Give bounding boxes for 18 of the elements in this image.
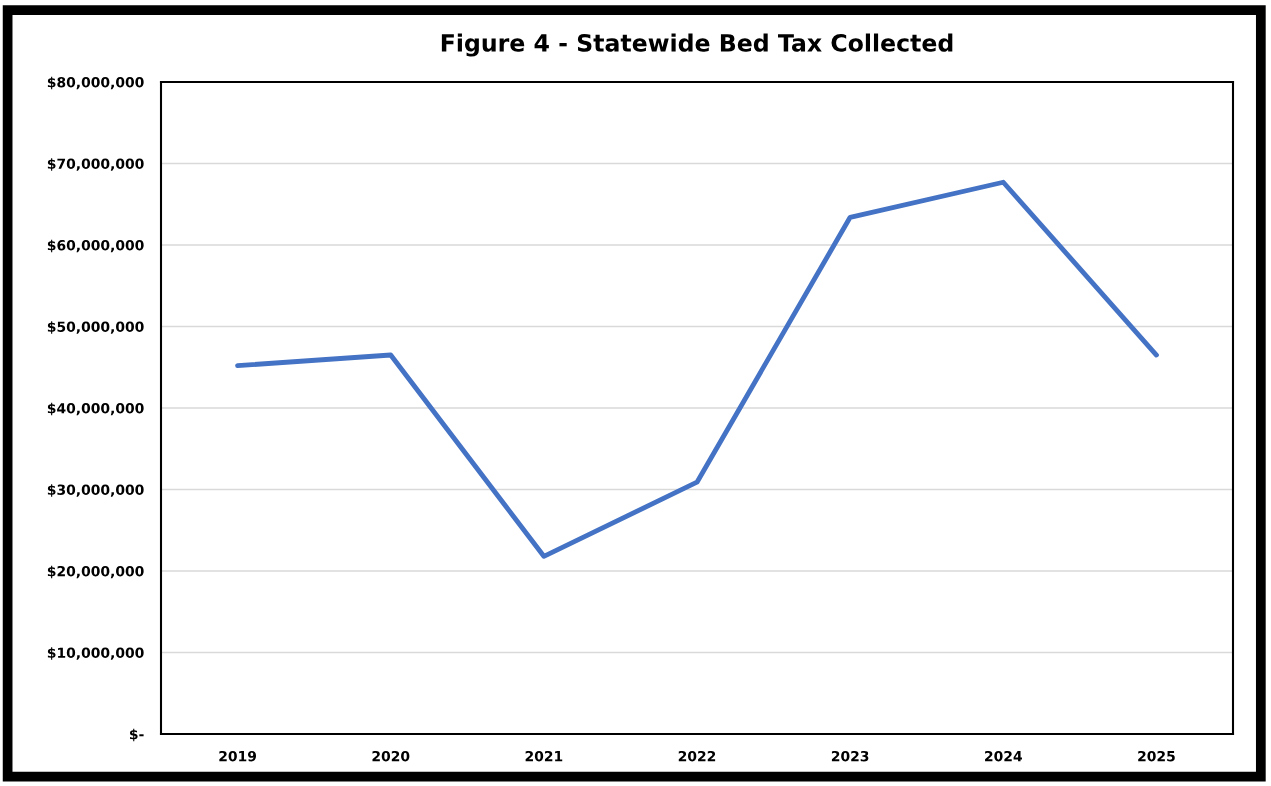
y-tick-label: $60,000,000: [47, 239, 144, 253]
y-tick-label: $30,000,000: [47, 484, 144, 497]
y-tick-label: $70,000,000: [47, 158, 144, 171]
x-tick-label: 2019: [219, 750, 257, 762]
x-tick-label: 2022: [678, 750, 716, 762]
x-tick-label: 2025: [1138, 750, 1175, 762]
x-tick-label: 2021: [525, 750, 563, 762]
chart-title: Figure 4 - Statewide Bed Tax Collected: [441, 33, 953, 57]
x-tick-label: 2020: [372, 750, 410, 762]
x-tick-label: 2023: [831, 750, 869, 762]
y-tick-label: $50,000,000: [47, 321, 144, 334]
y-tick-label: $40,000,000: [47, 402, 144, 416]
x-tick-label: 2024: [985, 750, 1022, 762]
y-tick-label: $-: [129, 728, 144, 742]
y-tick-label: $20,000,000: [47, 565, 144, 579]
y-tick-label: $10,000,000: [47, 647, 144, 660]
line-series: [235, 179, 1159, 559]
y-tick-label: $80,000,000: [47, 76, 144, 90]
